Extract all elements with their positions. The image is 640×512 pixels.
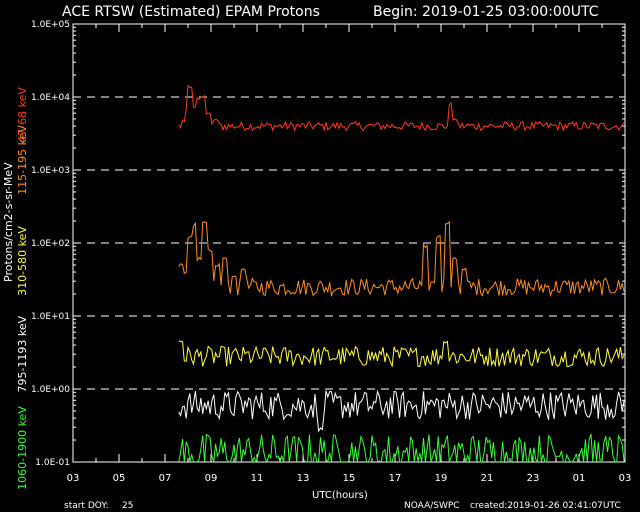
x-tick-label: 03 [67, 473, 80, 484]
series-line [178, 433, 625, 464]
y-tick-label: 1.0E+04 [31, 93, 70, 103]
created-label: created:2019-01-26 02:41:07UTC [470, 501, 621, 511]
x-tick-label: 19 [435, 473, 448, 484]
series-line [178, 340, 625, 368]
series-line [178, 220, 625, 298]
credit-label: NOAA/SWPC [404, 501, 460, 511]
y-tick-label: 1.0E+02 [31, 239, 70, 249]
y-tick-label: 1.0E+03 [31, 166, 70, 176]
series-line [178, 389, 625, 433]
x-tick-label: 23 [527, 473, 540, 484]
x-tick-label: 17 [389, 473, 402, 484]
x-tick-label: 11 [251, 473, 264, 484]
series-label: 310-580 keV [16, 226, 29, 296]
series-label: 115-195 keV [16, 125, 29, 195]
series-label-group: 115-195 keV [16, 125, 29, 195]
x-tick-label: 13 [297, 473, 310, 484]
chart-title: ACE RTSW (Estimated) EPAM Protons [62, 4, 320, 20]
x-tick-label: 03 [619, 473, 632, 484]
y-tick-label: 1.0E-01 [35, 458, 70, 468]
y-tick-label: 1.0E+00 [31, 385, 70, 395]
y-axis-ticks: 1.0E-01 1.0E+00 1.0E+01 1.0E+02 1.0E+03 1.0E+… [31, 20, 625, 468]
y-tick-label: 1.0E+05 [31, 20, 70, 30]
start-doy-value: 25 [122, 501, 133, 511]
x-tick-label: 09 [205, 473, 218, 484]
x-tick-label: 01 [573, 473, 586, 484]
series-label: 1060-1900 keV [16, 406, 29, 490]
y-labels: Protons/cm2-s-sr-MeV [2, 162, 15, 282]
series-lines [178, 84, 625, 464]
series-label-group: 310-580 keV [16, 226, 29, 296]
x-tick-label: 07 [159, 473, 172, 484]
grid-lines [73, 96, 625, 390]
begin-label: Begin: 2019-01-25 03:00:00UTC [373, 4, 599, 20]
series-label: 795-1193 keV [16, 315, 29, 392]
start-doy-label: start DOY: [64, 501, 109, 511]
y-tick-label: 1.0E+01 [31, 312, 70, 322]
series-label-group: 47-68 keV [16, 87, 29, 143]
y-axis-label: Protons/cm2-s-sr-MeV [2, 162, 15, 282]
x-tick-label: 21 [481, 473, 494, 484]
series-label-group: 795-1193 keV [16, 315, 29, 392]
series-line [178, 84, 625, 132]
series-label-group: 1060-1900 keV [16, 406, 29, 490]
x-tick-label: 15 [343, 473, 356, 484]
series-label: 47-68 keV [16, 87, 29, 143]
x-axis-label: UTC(hours) [312, 490, 368, 501]
x-axis-ticks: 03 05 07 09 11 13 15 17 19 21 23 01 03 [67, 24, 632, 484]
x-tick-label: 05 [113, 473, 126, 484]
